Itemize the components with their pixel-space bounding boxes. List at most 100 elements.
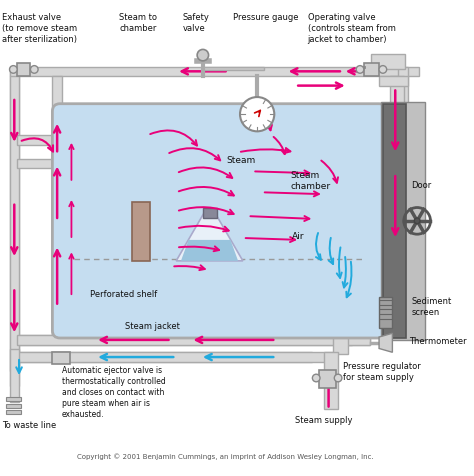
- FancyArrowPatch shape: [328, 238, 333, 264]
- FancyArrowPatch shape: [241, 148, 291, 153]
- FancyArrowPatch shape: [54, 169, 60, 218]
- FancyArrowPatch shape: [69, 254, 73, 294]
- Bar: [372, 54, 405, 69]
- FancyArrowPatch shape: [326, 374, 332, 407]
- Bar: [9, 67, 19, 386]
- Circle shape: [9, 66, 17, 73]
- Polygon shape: [176, 213, 243, 261]
- Text: Pressure gauge: Pressure gauge: [233, 13, 299, 22]
- Bar: [6, 404, 21, 407]
- Bar: [379, 76, 408, 86]
- Circle shape: [379, 66, 387, 73]
- Bar: [324, 352, 338, 409]
- Bar: [333, 307, 343, 345]
- Text: Door: Door: [411, 181, 432, 190]
- Bar: [17, 159, 65, 169]
- FancyArrowPatch shape: [179, 187, 234, 196]
- FancyArrowPatch shape: [298, 82, 342, 89]
- Bar: [53, 121, 62, 340]
- Polygon shape: [379, 333, 392, 352]
- FancyArrowPatch shape: [292, 68, 340, 74]
- Text: Steam
chamber: Steam chamber: [291, 171, 330, 191]
- Bar: [338, 307, 352, 345]
- FancyArrowPatch shape: [69, 202, 73, 237]
- Bar: [319, 370, 336, 387]
- Circle shape: [334, 374, 342, 382]
- Bar: [333, 326, 347, 354]
- Text: Sediment
screen: Sediment screen: [411, 297, 452, 317]
- FancyArrowPatch shape: [321, 160, 338, 183]
- FancyArrowPatch shape: [196, 337, 273, 343]
- FancyArrowPatch shape: [101, 337, 169, 343]
- Bar: [381, 102, 425, 340]
- Bar: [9, 349, 19, 402]
- FancyArrowPatch shape: [250, 216, 310, 221]
- FancyArrowPatch shape: [246, 237, 295, 242]
- Text: Automatic ejector valve is
thermostatically controlled
and closes on contact wit: Automatic ejector valve is thermostatica…: [62, 366, 165, 419]
- Bar: [17, 335, 370, 345]
- Circle shape: [356, 66, 364, 73]
- Text: Copyright © 2001 Benjamin Cummings, an imprint of Addison Wesley Longman, Inc.: Copyright © 2001 Benjamin Cummings, an i…: [77, 453, 374, 460]
- FancyArrowPatch shape: [337, 248, 342, 278]
- FancyArrowPatch shape: [179, 247, 219, 251]
- Text: Steam: Steam: [227, 156, 256, 165]
- Bar: [383, 104, 406, 338]
- FancyArrowPatch shape: [255, 170, 310, 176]
- Bar: [17, 352, 312, 362]
- FancyArrowPatch shape: [273, 137, 286, 154]
- FancyArrowPatch shape: [174, 265, 205, 270]
- FancyArrowPatch shape: [69, 145, 73, 180]
- Bar: [379, 297, 392, 327]
- Text: Thermometer: Thermometer: [410, 337, 467, 346]
- FancyArrowPatch shape: [348, 68, 378, 74]
- FancyArrowPatch shape: [392, 176, 398, 234]
- FancyArrowPatch shape: [346, 262, 352, 297]
- FancyArrowPatch shape: [54, 250, 60, 304]
- Bar: [9, 67, 419, 76]
- FancyArrowPatch shape: [22, 139, 53, 151]
- Text: Steam jacket: Steam jacket: [125, 322, 180, 331]
- FancyBboxPatch shape: [53, 104, 387, 338]
- Text: Exhaust valve
(to remove steam
after sterilization): Exhaust valve (to remove steam after ste…: [2, 13, 77, 44]
- FancyArrowPatch shape: [179, 226, 228, 231]
- Text: Air: Air: [292, 232, 305, 241]
- Bar: [53, 330, 347, 340]
- FancyArrowPatch shape: [101, 354, 173, 360]
- FancyArrowPatch shape: [11, 290, 18, 329]
- Bar: [17, 135, 65, 145]
- FancyArrowPatch shape: [16, 360, 22, 373]
- Circle shape: [312, 374, 320, 382]
- Bar: [132, 202, 149, 261]
- Bar: [17, 352, 336, 362]
- Bar: [398, 67, 408, 309]
- FancyArrowPatch shape: [179, 168, 232, 178]
- FancyArrowPatch shape: [255, 112, 272, 130]
- Text: Pressure regulator
for steam supply: Pressure regulator for steam supply: [343, 362, 420, 382]
- FancyArrowPatch shape: [392, 90, 398, 149]
- FancyArrowPatch shape: [316, 233, 321, 260]
- FancyArrowPatch shape: [179, 207, 234, 214]
- Bar: [17, 335, 370, 345]
- FancyArrowPatch shape: [150, 130, 197, 146]
- Bar: [204, 213, 216, 216]
- Polygon shape: [181, 240, 238, 261]
- Text: Steam supply: Steam supply: [295, 416, 353, 425]
- Bar: [53, 76, 62, 181]
- FancyArrowPatch shape: [11, 100, 18, 139]
- Circle shape: [240, 97, 274, 131]
- Circle shape: [414, 218, 420, 224]
- Bar: [9, 76, 19, 371]
- Bar: [17, 63, 30, 76]
- Bar: [202, 67, 264, 70]
- Text: Operating valve
(controls steam from
jacket to chamber): Operating valve (controls steam from jac…: [308, 13, 395, 44]
- FancyArrowPatch shape: [182, 68, 226, 74]
- Text: Safety
valve: Safety valve: [183, 13, 210, 33]
- Text: Steam to
chamber: Steam to chamber: [119, 13, 157, 33]
- Bar: [6, 410, 21, 414]
- FancyArrowPatch shape: [206, 354, 273, 360]
- Bar: [6, 397, 21, 401]
- Bar: [364, 63, 379, 76]
- Bar: [391, 76, 404, 314]
- Bar: [53, 352, 70, 364]
- Circle shape: [30, 66, 38, 73]
